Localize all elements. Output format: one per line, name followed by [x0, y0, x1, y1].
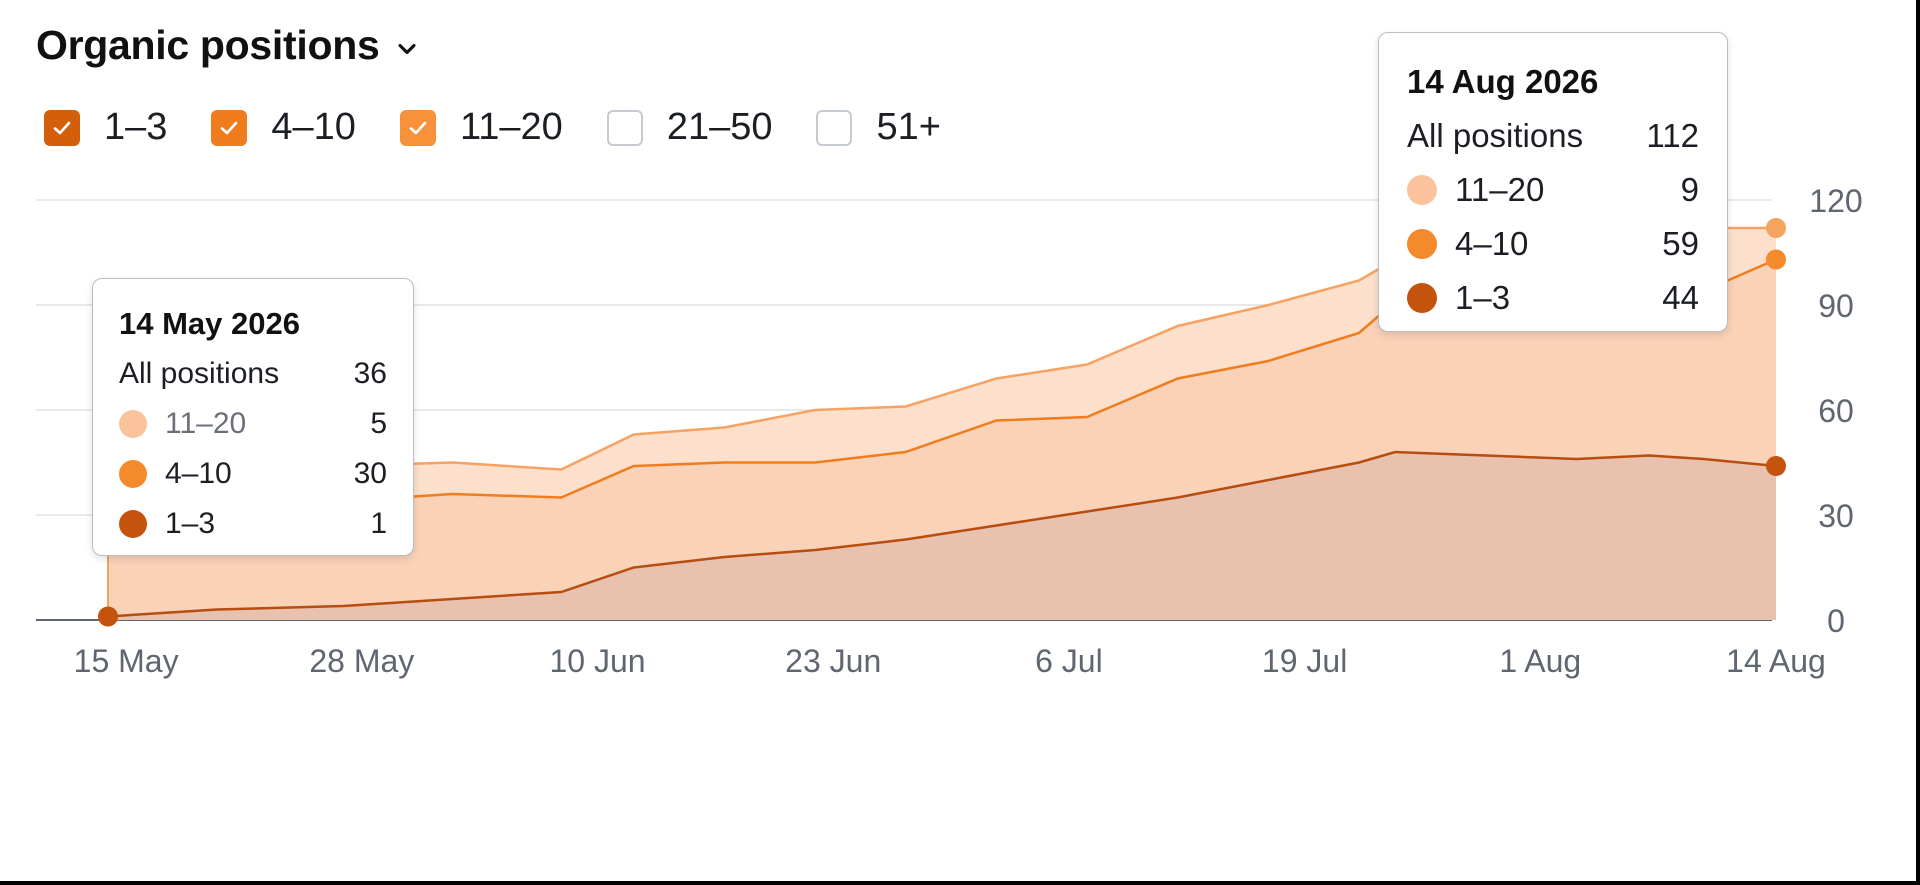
tooltip-series-row: 4–10 59: [1407, 217, 1699, 271]
tooltip-date: 14 May 2026: [119, 306, 300, 341]
series-dot-icon: [119, 460, 147, 488]
series-dot-icon: [1407, 229, 1437, 259]
filter-checkbox[interactable]: [816, 109, 853, 146]
checkmark-icon: [409, 121, 427, 134]
filter-2[interactable]: 4–10: [211, 106, 356, 149]
x-tick-label: 14 Aug: [1726, 643, 1826, 679]
filter-checkbox[interactable]: [606, 109, 643, 146]
tooltip-all-positions-row: All positions 36: [119, 349, 387, 399]
tooltip-series-label: 11–20: [165, 407, 247, 440]
tooltip-1: 14 May 2026 All positions 36 11–20 5 4–10 30 1–…: [92, 278, 414, 556]
x-tick-label: 6 Jul: [1035, 643, 1103, 679]
x-tick-label: 19 Jul: [1262, 643, 1347, 679]
tooltip-series-row: 11–20 5: [119, 399, 387, 449]
series-dot-icon: [1407, 175, 1437, 205]
tooltip-series-row: 4–10 30: [119, 449, 387, 499]
position-filter-checkboxes: 1–3 4–10 11–20 21–50 51+: [44, 106, 985, 149]
filter-label: 1–3: [104, 106, 168, 148]
tooltip-date: 14 Aug 2026: [1407, 63, 1599, 100]
filter-label: 51+: [876, 106, 941, 148]
tooltip-series-label: 11–20: [1455, 171, 1545, 208]
filter-label: 11–20: [459, 106, 563, 148]
tooltip-series-value: 59: [1662, 225, 1699, 262]
marker-1-3: [98, 606, 118, 627]
tooltip-series-row: 1–3 44: [1407, 271, 1699, 325]
series-dot-icon: [1407, 283, 1437, 313]
y-tick-label: 30: [1818, 498, 1854, 534]
tooltip-series-row: 11–20 9: [1407, 163, 1699, 217]
area-4-10: [108, 259, 1776, 617]
tooltip-all-positions-row: All positions 112: [1407, 109, 1699, 163]
filter-checkbox[interactable]: [44, 109, 80, 146]
filter-1[interactable]: 1–3: [44, 106, 167, 149]
tooltip-series-row: 1–3 1: [119, 499, 387, 549]
tooltip-series-label: 4–10: [165, 457, 232, 490]
tooltip-series-label: 1–3: [165, 507, 216, 540]
filter-4[interactable]: 21–50: [606, 106, 773, 149]
tooltip-series-value: 5: [370, 407, 387, 440]
x-tick-label: 1 Aug: [1499, 643, 1581, 679]
y-tick-label: 90: [1818, 288, 1854, 324]
tooltip-all-label: All positions: [119, 357, 280, 390]
filter-checkbox[interactable]: [399, 109, 436, 146]
series-dot-icon: [119, 510, 147, 538]
tooltip-all-label: All positions: [1407, 117, 1584, 154]
tooltip-series-label: 1–3: [1455, 279, 1511, 316]
tooltip-all-value: 112: [1646, 117, 1699, 154]
y-tick-label: 120: [1809, 183, 1862, 219]
filter-3[interactable]: 11–20: [399, 106, 563, 149]
x-tick-label: 23 Jun: [785, 643, 881, 679]
y-tick-label: 60: [1818, 393, 1854, 429]
tooltip-series-label: 4–10: [1455, 225, 1529, 262]
marker-11-20: [1766, 218, 1786, 238]
tooltip-2: 14 Aug 2026 All positions 112 11–20 9 4–10 59 1…: [1378, 32, 1728, 332]
x-tick-label: 10 Jun: [549, 643, 645, 679]
chart-title-dropdown[interactable]: Organic positions: [36, 22, 421, 69]
area-1-3: [108, 452, 1776, 620]
tooltip-series-value: 1: [370, 507, 387, 540]
checkmark-icon: [53, 121, 71, 134]
filter-label: 21–50: [666, 106, 773, 148]
tooltip-series-value: 44: [1662, 279, 1699, 316]
checkmark-icon: [221, 121, 238, 134]
y-tick-label: 0: [1827, 603, 1845, 639]
line-1-3: [107, 450, 1777, 618]
x-tick-label: 15 May: [74, 643, 179, 679]
series-dot-icon: [119, 410, 147, 438]
chevron-down-icon: [398, 43, 416, 54]
marker-1-3: [1766, 456, 1786, 476]
filter-checkbox[interactable]: [211, 109, 248, 146]
x-tick-label: 28 May: [309, 643, 414, 679]
area-11-20: [108, 228, 1776, 512]
tooltip-all-value: 36: [353, 357, 387, 390]
marker-4-10: [1766, 249, 1786, 270]
tooltip-series-value: 30: [353, 457, 387, 490]
tooltip-series-value: 9: [1680, 171, 1699, 208]
filter-5[interactable]: 51+: [816, 106, 941, 149]
chart-title: Organic positions: [36, 22, 380, 68]
filter-label: 4–10: [271, 106, 356, 148]
